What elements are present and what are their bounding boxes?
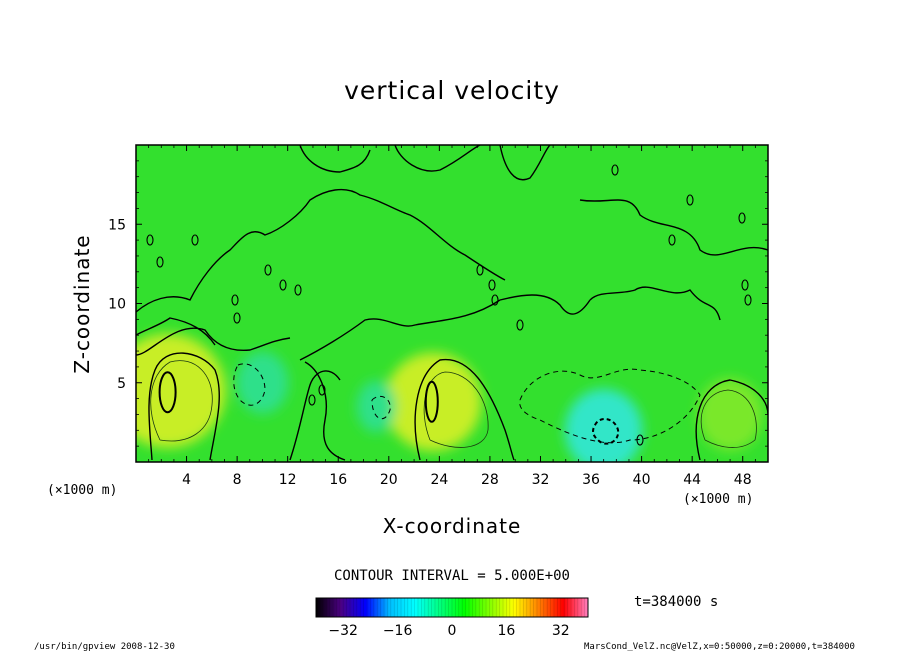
colorbar-tick-label: 0	[448, 623, 457, 639]
contour-line	[499, 145, 551, 181]
field-feature	[697, 378, 763, 451]
contour-line	[299, 299, 501, 361]
contour-ring	[191, 234, 199, 246]
y-ticks: 5 10 15	[108, 160, 768, 447]
field-feature	[236, 351, 289, 414]
colorbar: −32 −16 0 16 32	[315, 597, 589, 639]
contour-ring	[741, 279, 749, 291]
contour-line	[700, 389, 757, 448]
contour-line	[579, 199, 768, 256]
field-feature	[564, 388, 643, 462]
contour-ring	[264, 264, 272, 276]
contour-ring	[636, 434, 644, 446]
field-feature	[136, 333, 226, 448]
contour-line	[499, 294, 591, 315]
contour-line	[148, 352, 220, 461]
x-unit-label-right: (×1000 m)	[683, 492, 754, 507]
contour-ring	[233, 312, 241, 324]
x-tick-label: 20	[380, 472, 398, 488]
x-tick-label: 32	[532, 472, 550, 488]
colorbar-gradient	[316, 598, 588, 617]
contour-line	[150, 360, 213, 442]
chart-title: vertical velocity	[344, 76, 560, 105]
field-feature	[356, 380, 396, 433]
colorbar-tick-label: 32	[552, 623, 570, 639]
contour-ring	[318, 384, 326, 396]
contour-line	[304, 361, 346, 461]
contour-line	[136, 317, 216, 346]
x-tick-label: 24	[430, 472, 448, 488]
heatmap-field	[136, 145, 768, 462]
x-axis-label: X-coordinate	[382, 514, 522, 538]
contour-ring	[294, 284, 302, 296]
contour-ring	[611, 164, 619, 176]
contour-line	[299, 145, 371, 173]
x-tick-label: 48	[734, 472, 752, 488]
x-tick-label: 36	[582, 472, 600, 488]
contour-ring	[516, 319, 524, 331]
contour-ring	[476, 264, 484, 276]
x-tick-label: 8	[233, 472, 242, 488]
contour-line	[589, 286, 721, 321]
contour-ring	[146, 234, 154, 246]
contour-line-negative	[592, 418, 620, 445]
contour-interval-label: CONTOUR INTERVAL = 5.000E+00	[333, 568, 570, 584]
colorbar-tick-label: −16	[383, 623, 413, 639]
x-tick-label: 40	[633, 472, 651, 488]
contour-line	[136, 188, 506, 313]
contour-lines	[136, 145, 768, 461]
colorbar-tick-label: −32	[328, 623, 358, 639]
contour-ring	[668, 234, 676, 246]
colorbar-frame	[315, 597, 589, 618]
contour-ring	[279, 279, 287, 291]
contour-line	[394, 145, 481, 172]
contour-line	[414, 358, 515, 461]
x-unit-label-left: (×1000 m)	[47, 483, 118, 498]
x-ticks: 4 8 12 16 20 24 28 32 36 40 44 48	[148, 145, 756, 488]
contour-line	[136, 327, 291, 356]
contour-line	[424, 380, 439, 423]
contour-line-negative	[519, 368, 701, 444]
contour-ring	[686, 194, 694, 206]
footer-left: /usr/bin/gpview 2008-12-30	[34, 642, 175, 652]
x-tick-label: 28	[481, 472, 499, 488]
contour-line	[695, 379, 768, 461]
contour-line-negative	[233, 363, 266, 406]
contour-ring	[491, 294, 499, 306]
x-tick-label: 4	[182, 472, 191, 488]
colorbar-tick-label: 16	[497, 623, 515, 639]
x-tick-label: 12	[279, 472, 297, 488]
contour-ring	[738, 212, 746, 224]
contour-ring	[308, 394, 316, 406]
contour-ring	[488, 279, 496, 291]
y-tick-label: 10	[108, 297, 126, 313]
contour-ring	[744, 294, 752, 306]
time-label: t=384000 s	[634, 594, 719, 610]
y-tick-label: 15	[108, 217, 126, 233]
contour-ring	[156, 256, 164, 268]
contour-ring	[231, 294, 239, 306]
footer-right: MarsCond_VelZ.nc@VelZ,x=0:50000,z=0:2000…	[584, 642, 855, 652]
y-tick-label: 5	[117, 376, 126, 392]
contour-line	[289, 370, 341, 461]
contour-line	[158, 371, 177, 414]
x-tick-label: 44	[683, 472, 701, 488]
contour-line-negative	[371, 395, 391, 420]
x-tick-label: 16	[329, 472, 347, 488]
field-feature	[384, 352, 482, 451]
